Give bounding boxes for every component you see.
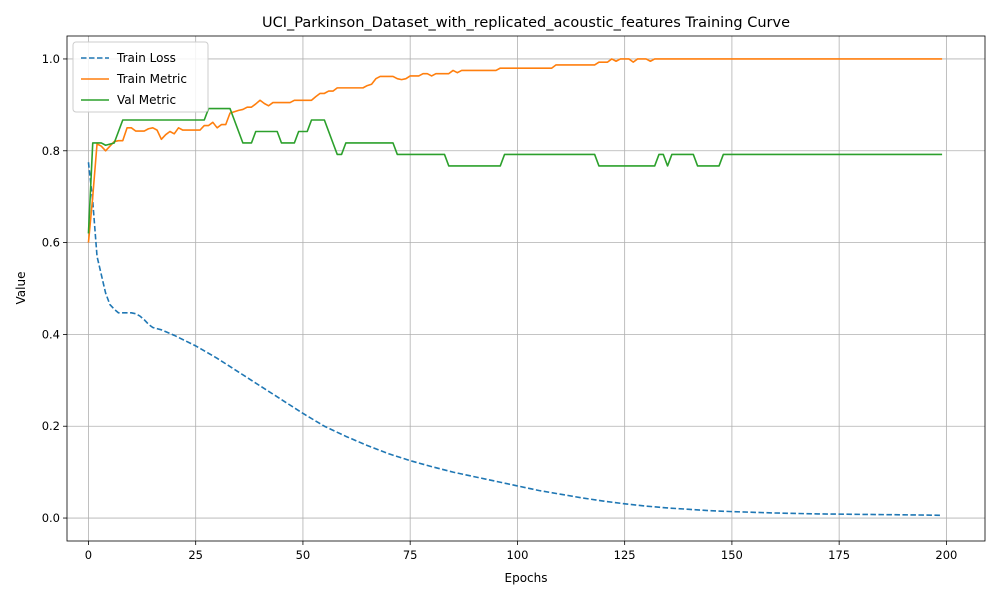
chart-title: UCI_Parkinson_Dataset_with_replicated_ac…: [262, 15, 790, 31]
x-tick-label: 175: [828, 548, 850, 562]
y-tick-label: 0.4: [42, 327, 60, 341]
series-line-train-metric: [87, 58, 943, 243]
x-axis-label: Epochs: [505, 571, 548, 585]
series-line-train-loss: [87, 162, 943, 517]
grid: [67, 36, 985, 541]
y-tick-label: 0.2: [42, 419, 60, 433]
x-tick-label: 0: [85, 548, 92, 562]
y-axis-label: Value: [14, 272, 28, 305]
x-tick-label: 125: [614, 548, 636, 562]
legend: Train Loss Train Metric Val Metric: [72, 41, 209, 113]
series-line-val-metric: [87, 107, 943, 234]
y-tick-label: 1.0: [42, 52, 60, 66]
series-layer: [87, 58, 943, 517]
x-tick-label: 25: [188, 548, 203, 562]
x-tick-label: 150: [721, 548, 743, 562]
x-tick-label: 200: [935, 548, 957, 562]
plot-frame: [66, 35, 986, 542]
y-tick-label: 0.8: [42, 144, 60, 158]
legend-box: [72, 41, 209, 113]
ticks: 0 25 50 75 100 125 150 175 200 0.0 0.2 0.4 0.6 0.8 1.0: [42, 52, 958, 562]
y-tick-label: 0.6: [42, 236, 60, 250]
x-tick-label: 100: [506, 548, 528, 562]
y-tick-label: 0.0: [42, 511, 60, 525]
legend-label: Val Metric: [117, 93, 176, 107]
legend-label: Train Metric: [116, 72, 187, 86]
x-tick-label: 50: [296, 548, 311, 562]
legend-label: Train Loss: [116, 51, 176, 65]
x-tick-label: 75: [403, 548, 418, 562]
